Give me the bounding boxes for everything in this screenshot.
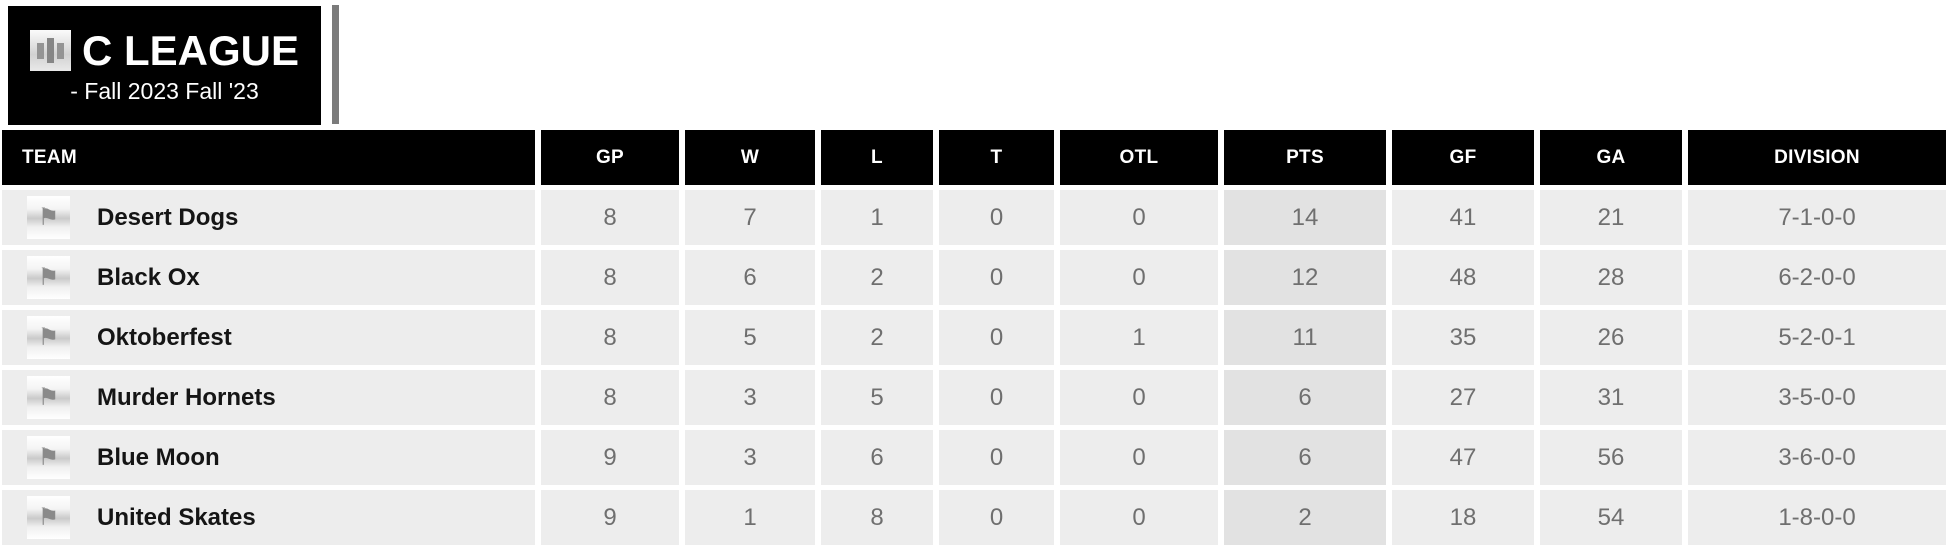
stat-cell-otl: 1 xyxy=(1060,310,1218,365)
stat-cell-otl: 0 xyxy=(1060,250,1218,305)
column-header-ga: GA xyxy=(1540,130,1682,185)
league-title-row: C LEAGUE xyxy=(29,26,299,75)
team-cell[interactable]: ⚑ Black Ox xyxy=(2,250,535,305)
stat-cell-pts: 11 xyxy=(1224,310,1386,365)
stat-cell-gp: 9 xyxy=(541,490,679,545)
stat-cell-pts: 6 xyxy=(1224,370,1386,425)
stat-cell-l: 1 xyxy=(821,190,933,245)
stat-cell-gf: 47 xyxy=(1392,430,1534,485)
column-header-pts: PTS xyxy=(1224,130,1386,185)
stat-cell-w: 5 xyxy=(685,310,815,365)
flag-icon: ⚑ xyxy=(37,203,60,231)
stat-cell-gf: 35 xyxy=(1392,310,1534,365)
stat-cell-ga: 54 xyxy=(1540,490,1682,545)
team-logo: ⚑ xyxy=(27,496,70,539)
stat-cell-otl: 0 xyxy=(1060,490,1218,545)
stat-cell-t: 0 xyxy=(939,250,1054,305)
column-header-l: L xyxy=(821,130,933,185)
league-season: - Fall 2023 Fall '23 xyxy=(70,77,259,104)
stat-cell-gp: 8 xyxy=(541,370,679,425)
stat-cell-gp: 9 xyxy=(541,430,679,485)
stat-cell-otl: 0 xyxy=(1060,190,1218,245)
stat-cell-w: 1 xyxy=(685,490,815,545)
flag-icon: ⚑ xyxy=(37,383,60,411)
stat-cell-gf: 41 xyxy=(1392,190,1534,245)
stat-cell-otl: 0 xyxy=(1060,430,1218,485)
stat-cell-gf: 27 xyxy=(1392,370,1534,425)
team-cell[interactable]: ⚑ Oktoberfest xyxy=(2,310,535,365)
column-header-w: W xyxy=(685,130,815,185)
stat-cell-l: 5 xyxy=(821,370,933,425)
league-name: C LEAGUE xyxy=(81,26,299,74)
stat-cell-ga: 56 xyxy=(1540,430,1682,485)
stat-cell-pts: 14 xyxy=(1224,190,1386,245)
stat-cell-pts: 12 xyxy=(1224,250,1386,305)
team-logo: ⚑ xyxy=(27,376,70,419)
team-name: Oktoberfest xyxy=(97,323,232,351)
column-header-division: DIVISION xyxy=(1688,130,1946,185)
stat-cell-w: 3 xyxy=(685,370,815,425)
stat-cell-t: 0 xyxy=(939,430,1054,485)
stat-cell-division: 3-6-0-0 xyxy=(1688,430,1946,485)
team-logo: ⚑ xyxy=(27,436,70,479)
team-cell[interactable]: ⚑ Blue Moon xyxy=(2,430,535,485)
stat-cell-t: 0 xyxy=(939,190,1054,245)
stat-cell-w: 6 xyxy=(685,250,815,305)
team-name: Blue Moon xyxy=(97,443,220,471)
column-header-team: TEAM xyxy=(2,130,535,185)
stat-cell-ga: 28 xyxy=(1540,250,1682,305)
stat-cell-division: 7-1-0-0 xyxy=(1688,190,1946,245)
stat-cell-otl: 0 xyxy=(1060,370,1218,425)
team-logo: ⚑ xyxy=(27,316,70,359)
stats-bars-icon xyxy=(29,30,71,71)
stat-cell-l: 6 xyxy=(821,430,933,485)
team-cell[interactable]: ⚑ Desert Dogs xyxy=(2,190,535,245)
column-header-gf: GF xyxy=(1392,130,1534,185)
flag-icon: ⚑ xyxy=(37,263,60,291)
column-header-t: T xyxy=(939,130,1054,185)
standings-table: TEAM GP W L T OTL PTS GF GA DIVISION ⚑ Desert Dogs 8… xyxy=(2,130,1946,545)
accent-bar xyxy=(332,5,339,124)
column-header-gp: GP xyxy=(541,130,679,185)
team-name: Black Ox xyxy=(97,263,200,291)
team-logo: ⚑ xyxy=(27,196,70,239)
stat-cell-gf: 18 xyxy=(1392,490,1534,545)
stat-cell-gp: 8 xyxy=(541,190,679,245)
stat-cell-division: 6-2-0-0 xyxy=(1688,250,1946,305)
team-name: United Skates xyxy=(97,503,256,531)
stat-cell-w: 7 xyxy=(685,190,815,245)
stat-cell-division: 3-5-0-0 xyxy=(1688,370,1946,425)
flag-icon: ⚑ xyxy=(37,443,60,471)
stat-cell-gf: 48 xyxy=(1392,250,1534,305)
stat-cell-t: 0 xyxy=(939,310,1054,365)
stat-cell-ga: 26 xyxy=(1540,310,1682,365)
flag-icon: ⚑ xyxy=(37,323,60,351)
stat-cell-division: 1-8-0-0 xyxy=(1688,490,1946,545)
stat-cell-pts: 6 xyxy=(1224,430,1386,485)
stat-cell-pts: 2 xyxy=(1224,490,1386,545)
stat-cell-l: 2 xyxy=(821,310,933,365)
team-name: Desert Dogs xyxy=(97,203,239,231)
team-name: Murder Hornets xyxy=(97,383,276,411)
team-logo: ⚑ xyxy=(27,256,70,299)
stat-cell-l: 2 xyxy=(821,250,933,305)
stat-cell-gp: 8 xyxy=(541,310,679,365)
team-cell[interactable]: ⚑ United Skates xyxy=(2,490,535,545)
stat-cell-division: 5-2-0-1 xyxy=(1688,310,1946,365)
flag-icon: ⚑ xyxy=(37,503,60,531)
stat-cell-ga: 21 xyxy=(1540,190,1682,245)
stat-cell-t: 0 xyxy=(939,370,1054,425)
stat-cell-w: 3 xyxy=(685,430,815,485)
stat-cell-ga: 31 xyxy=(1540,370,1682,425)
column-header-otl: OTL xyxy=(1060,130,1218,185)
stat-cell-gp: 8 xyxy=(541,250,679,305)
stat-cell-t: 0 xyxy=(939,490,1054,545)
league-header: C LEAGUE - Fall 2023 Fall '23 xyxy=(8,6,321,125)
stat-cell-l: 8 xyxy=(821,490,933,545)
team-cell[interactable]: ⚑ Murder Hornets xyxy=(2,370,535,425)
